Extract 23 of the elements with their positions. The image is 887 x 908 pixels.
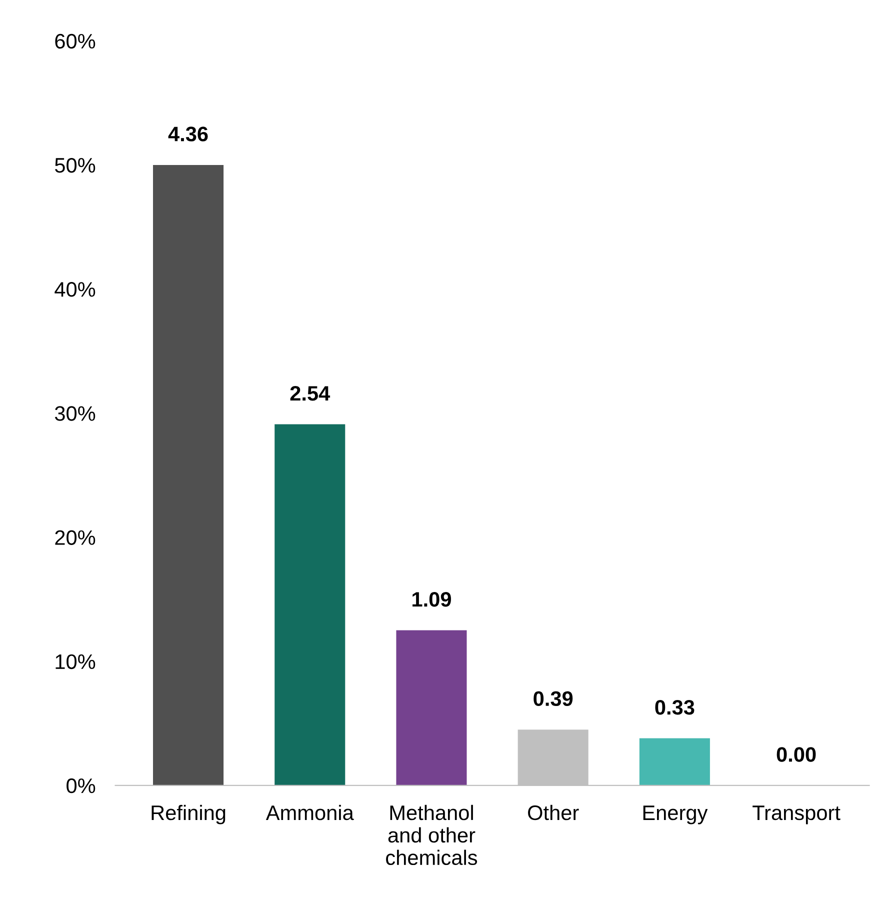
annotation: 1.09 [412, 592, 451, 607]
y-tick-label: 50% [55, 158, 96, 173]
annotation: 0.33 [655, 700, 694, 715]
x-tick-label: Refining [152, 804, 226, 824]
y-tick-label: 0% [66, 778, 96, 794]
annotation: 0.00 [776, 747, 816, 762]
annotation: 2.54 [290, 386, 330, 401]
x-tick-label: Methanol and other chemicals [386, 804, 478, 866]
bar [396, 630, 467, 786]
x-tick-label: Other [528, 804, 579, 820]
annotation: 0.39 [534, 691, 573, 706]
y-tick-label: 40% [54, 282, 96, 297]
annotation: 4.36 [168, 126, 208, 142]
y-tick-label: 10% [56, 654, 96, 670]
x-tick-label: Ammonia [266, 804, 354, 820]
bar [639, 738, 710, 786]
bar [274, 424, 346, 786]
y-tick-label: 60% [55, 34, 96, 49]
x-tick-label: Energy [643, 806, 708, 824]
x-tick-label: Transport [752, 806, 840, 824]
bar [153, 164, 224, 786]
y-tick-label: 30% [54, 406, 96, 421]
y-tick-label: 20% [55, 530, 96, 545]
